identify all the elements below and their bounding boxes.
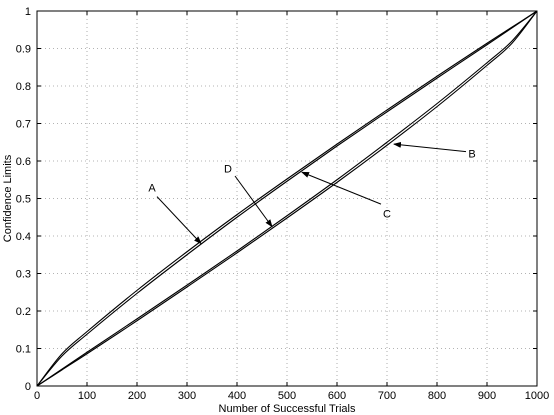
x-tick-label: 600 — [328, 390, 346, 402]
annotation-arrow-d — [234, 175, 273, 228]
annotations: A B C D — [148, 141, 476, 245]
y-tick-label: 0.8 — [16, 81, 31, 93]
y-tick-label: 0.1 — [16, 344, 31, 356]
y-tick-label: 0.4 — [16, 231, 31, 243]
x-tick-label: 500 — [278, 390, 296, 402]
y-axis-title: Confidence Limits — [2, 154, 14, 242]
x-tick-label: 400 — [228, 390, 246, 402]
annotation-arrow-c — [301, 171, 382, 205]
annotation-label-d: D — [224, 164, 232, 176]
x-tick-label: 1000 — [525, 390, 549, 402]
curves — [36, 10, 538, 387]
x-tick-label: 700 — [378, 390, 396, 402]
y-tick-label: 1 — [25, 6, 31, 18]
x-tick-label: 900 — [478, 390, 496, 402]
x-tick-label: 100 — [78, 390, 96, 402]
confidence-curve-4 — [36, 10, 538, 387]
y-tick-label: 0.3 — [16, 269, 31, 281]
x-tick-label: 200 — [128, 390, 146, 402]
annotation-arrow-a — [156, 196, 202, 245]
annotation-arrow-b — [393, 141, 467, 153]
x-tick-label: 0 — [34, 390, 40, 402]
y-tick-label: 0.5 — [16, 194, 31, 206]
y-tick-label: 0 — [25, 381, 31, 393]
grid — [37, 11, 537, 386]
x-tick-label: 300 — [178, 390, 196, 402]
y-tick-label: 0.7 — [16, 119, 31, 131]
y-tick-label: 0.6 — [16, 156, 31, 168]
annotation-label-b: B — [468, 149, 475, 161]
x-tick-label: 800 — [428, 390, 446, 402]
confidence-curve-1 — [36, 10, 538, 387]
y-tick-label: 0.9 — [16, 44, 31, 56]
ticks: 0 100 200 300 400 500 600 700 800 900 1000 0 0.1 0.2 0… — [16, 6, 550, 402]
confidence-curve-3 — [36, 10, 538, 387]
y-tick-label: 0.2 — [16, 306, 31, 318]
confidence-curve-2 — [36, 10, 538, 387]
annotation-label-c: C — [383, 209, 391, 221]
x-axis-title: Number of Successful Trials — [219, 403, 356, 415]
annotation-label-a: A — [148, 182, 156, 194]
